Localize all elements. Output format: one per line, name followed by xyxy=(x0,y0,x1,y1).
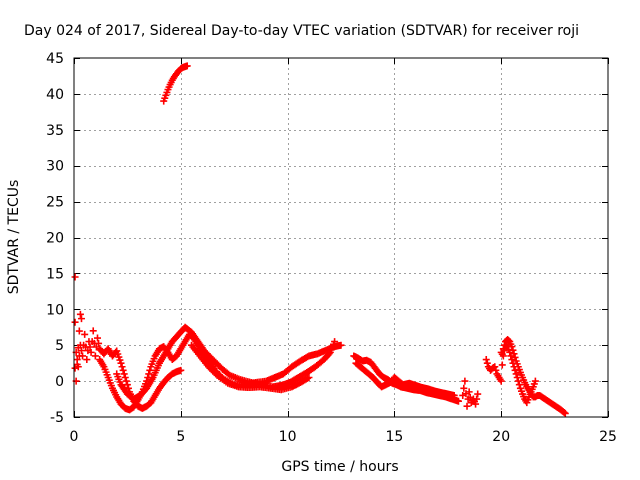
data-point xyxy=(508,356,516,364)
x-tick-label: 5 xyxy=(176,429,185,445)
y-tick-label: -5 xyxy=(50,410,64,426)
y-tick-label: 5 xyxy=(55,338,64,354)
data-point xyxy=(331,338,339,346)
data-point xyxy=(325,350,333,358)
data-point xyxy=(473,395,481,403)
data-point xyxy=(177,366,185,374)
x-tick-label: 0 xyxy=(70,429,79,445)
data-point xyxy=(122,377,130,385)
data-point xyxy=(305,374,313,382)
x-tick-label: 15 xyxy=(385,429,403,445)
data-point xyxy=(74,363,82,371)
data-point xyxy=(450,391,458,399)
data-point xyxy=(77,315,85,323)
y-tick-label: 10 xyxy=(46,302,64,318)
data-point xyxy=(511,366,519,374)
data-point xyxy=(498,361,506,369)
data-point xyxy=(87,348,95,356)
data-point xyxy=(499,352,507,360)
data-point xyxy=(510,363,518,371)
data-point xyxy=(83,356,91,364)
data-point xyxy=(492,366,500,374)
data-point xyxy=(73,356,81,364)
data-points xyxy=(71,62,569,417)
data-point xyxy=(304,374,312,382)
y-tick-label: 30 xyxy=(46,159,64,175)
data-point xyxy=(91,352,99,360)
data-point xyxy=(71,318,79,326)
y-tick-label: 0 xyxy=(55,374,64,390)
data-point xyxy=(71,273,79,281)
data-point xyxy=(506,348,514,356)
data-point xyxy=(515,381,523,389)
data-point xyxy=(76,310,84,318)
y-tick-label: 40 xyxy=(46,87,64,103)
y-tick-label: 45 xyxy=(46,51,64,67)
y-tick-label: 15 xyxy=(46,266,64,282)
data-point xyxy=(483,359,491,367)
plot-frame xyxy=(73,57,609,418)
data-point xyxy=(95,339,103,347)
data-point xyxy=(472,400,480,408)
data-point xyxy=(461,377,469,385)
data-point xyxy=(514,377,522,385)
data-point xyxy=(93,334,101,342)
data-point xyxy=(512,370,520,378)
data-point xyxy=(117,359,125,367)
data-point xyxy=(463,402,471,410)
data-point xyxy=(183,62,191,70)
chart-title: Day 024 of 2017, Sidereal Day-to-day VTE… xyxy=(24,23,579,39)
x-tick-label: 10 xyxy=(279,429,297,445)
y-tick-label: 25 xyxy=(46,195,64,211)
y-tick-label: 20 xyxy=(46,231,64,247)
x-tick-label: 25 xyxy=(599,429,617,445)
data-point xyxy=(75,327,83,335)
data-point xyxy=(79,352,87,360)
data-point xyxy=(465,388,473,396)
data-point xyxy=(118,363,126,371)
data-point xyxy=(146,366,154,374)
x-tick-label: 20 xyxy=(492,429,510,445)
data-point xyxy=(491,363,499,371)
data-point xyxy=(482,356,490,364)
data-point xyxy=(123,381,131,389)
data-point xyxy=(86,343,94,351)
gridlines xyxy=(74,58,608,417)
data-point xyxy=(81,330,89,338)
data-point xyxy=(119,366,127,374)
data-point xyxy=(89,327,97,335)
data-point xyxy=(500,347,508,355)
data-point xyxy=(507,352,515,360)
data-point xyxy=(120,370,128,378)
data-point xyxy=(145,370,153,378)
data-point xyxy=(337,341,345,349)
data-point xyxy=(513,374,521,382)
data-point xyxy=(560,409,568,417)
data-point xyxy=(460,384,468,392)
data-point xyxy=(77,347,85,355)
data-point xyxy=(454,397,462,405)
data-point xyxy=(531,377,539,385)
data-point xyxy=(474,390,482,398)
data-point xyxy=(497,377,505,385)
y-axis-label: SDTVAR / TECUs xyxy=(6,180,22,295)
data-point xyxy=(121,374,129,382)
data-point xyxy=(509,359,517,367)
data-point xyxy=(71,364,79,372)
data-point xyxy=(561,409,569,417)
data-point xyxy=(505,337,513,345)
y-tick-label: 35 xyxy=(46,123,64,139)
x-axis-label: GPS time / hours xyxy=(281,459,398,475)
axis-ticks: 0 5 10 15 20 25 -5 0 5 10 15 20 25 30 35 40 45 xyxy=(46,51,617,445)
